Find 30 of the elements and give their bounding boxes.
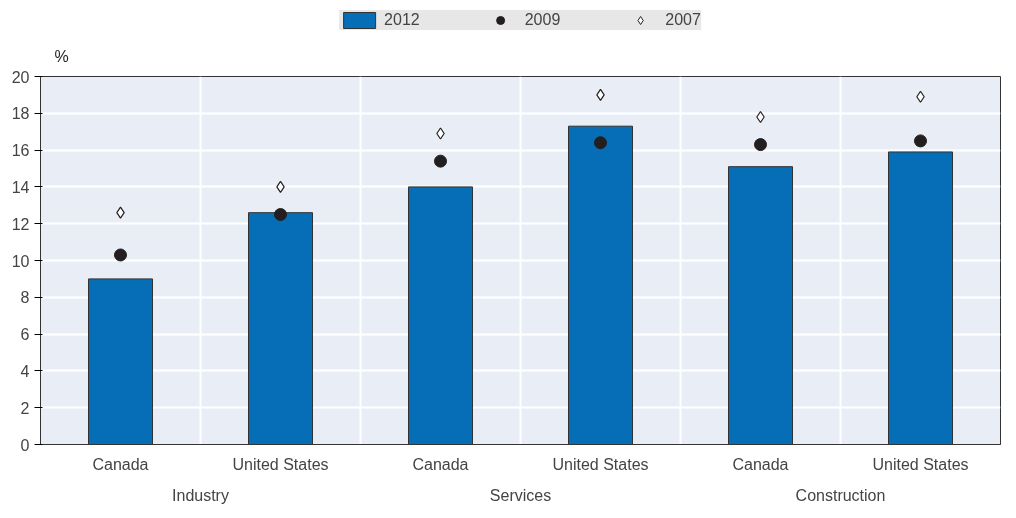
x-tick-label: United States (232, 455, 329, 473)
point (434, 154, 447, 168)
text: Construction (795, 486, 886, 504)
y-tick-label: 8 (20, 289, 30, 307)
point (114, 248, 127, 262)
y-tick-label: 0 (20, 436, 30, 454)
y-axis-title: % (54, 47, 69, 65)
point (754, 138, 767, 152)
legend-label: 2012 (384, 11, 420, 29)
y-tick-label: 14 (11, 178, 30, 196)
x-tick-label: Canada (732, 455, 789, 473)
x-tick-label: United States (872, 455, 969, 473)
legend-label: 2007 (665, 11, 701, 29)
x-tick-label: United States (552, 455, 649, 473)
text: Industry (172, 486, 229, 504)
point (594, 136, 607, 150)
y-tick-label: 18 (11, 105, 30, 123)
y-tick-label: 4 (20, 362, 30, 380)
x-tick-label: Canada (412, 455, 469, 473)
y-tick-label: 6 (20, 326, 30, 344)
y-tick-label: 2 (20, 399, 30, 417)
legend-label: 2009 (524, 11, 561, 29)
x-tick-label: Canada (92, 455, 149, 473)
y-tick-label: 12 (11, 215, 30, 233)
y-tick-label: 16 (11, 142, 30, 160)
y-tick-label: 10 (11, 252, 30, 270)
y-tick-label: 20 (11, 68, 30, 86)
point (914, 134, 927, 148)
point (274, 208, 287, 221)
text: Services (489, 486, 552, 504)
